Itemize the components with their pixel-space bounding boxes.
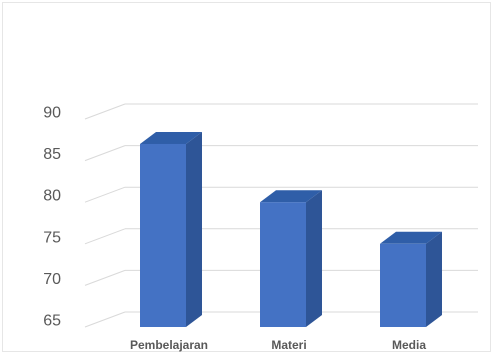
- bar-front: [260, 202, 306, 327]
- bar-pembelajaran: [140, 131, 202, 327]
- y-tick-label: 90: [43, 105, 61, 122]
- gridline-diagonal: [84, 269, 126, 286]
- gridline-diagonal: [84, 145, 126, 162]
- bar-materi: [260, 190, 322, 327]
- y-tick-label: 70: [43, 271, 61, 288]
- bar-media: [380, 231, 442, 327]
- bar-side: [306, 190, 322, 327]
- bar-side: [186, 131, 202, 327]
- bar-top: [380, 231, 442, 244]
- gridline-diagonal: [84, 311, 126, 328]
- x-category-label: Pembelajaran: [130, 338, 208, 352]
- y-tick-label: 65: [43, 313, 61, 330]
- gridline-diagonal: [84, 186, 126, 203]
- y-tick-label: 80: [43, 188, 61, 205]
- bar-chart: 65 70 75 80 85 90 Pembelajaran Materi Media: [43, 103, 478, 352]
- gridline-diagonal: [84, 228, 126, 245]
- y-tick-label: 75: [43, 229, 61, 246]
- x-category-label: Materi: [271, 338, 306, 352]
- bars: [140, 131, 442, 327]
- bar-front: [140, 143, 186, 327]
- bar-top: [260, 190, 322, 203]
- x-axis-categories: Pembelajaran Materi Media: [130, 338, 426, 352]
- x-category-label: Media: [392, 338, 426, 352]
- gridline-diagonal: [84, 103, 126, 120]
- y-axis-ticks: 65 70 75 80 85 90: [43, 105, 61, 330]
- y-tick-label: 85: [43, 146, 61, 163]
- bar-side: [426, 231, 442, 327]
- bar-front: [380, 243, 426, 327]
- bar-top: [140, 131, 202, 144]
